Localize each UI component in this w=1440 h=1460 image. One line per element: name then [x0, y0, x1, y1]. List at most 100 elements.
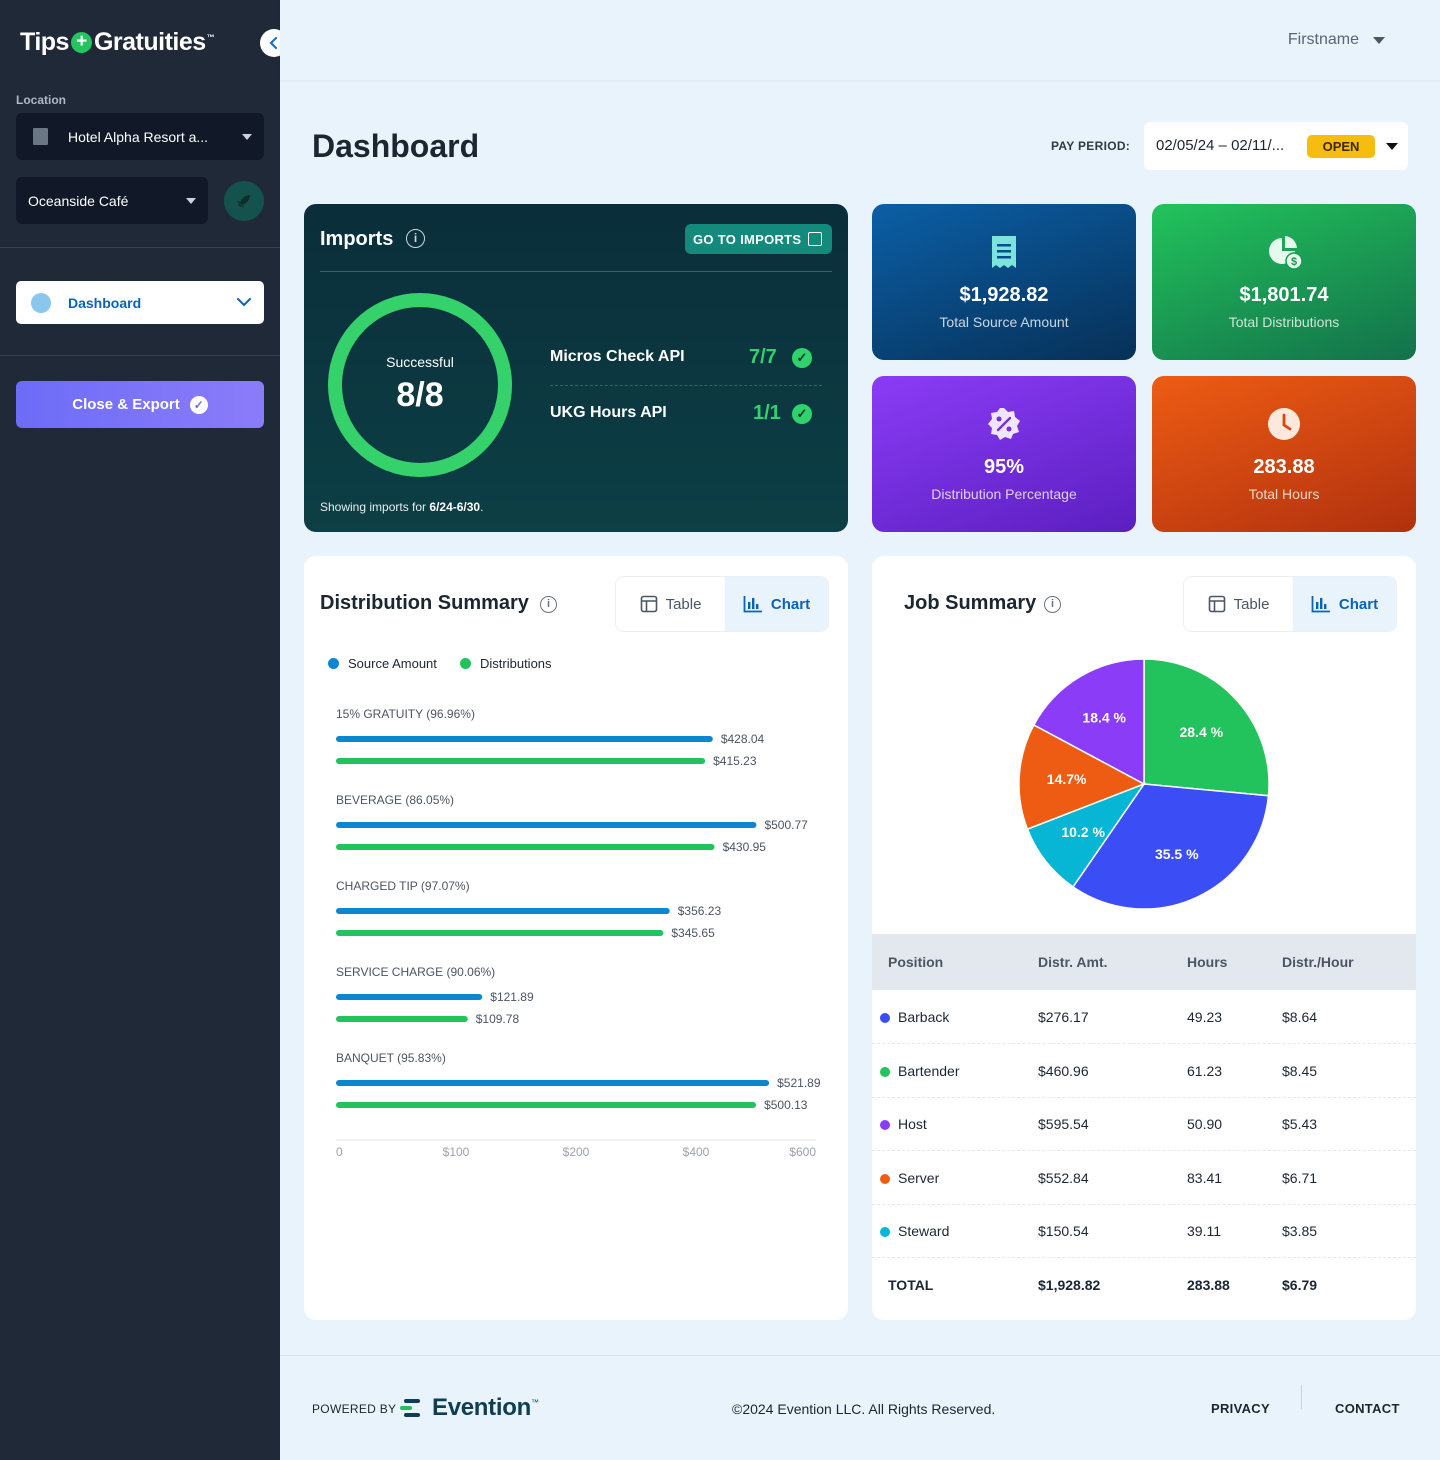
- pie-slice: [1143, 658, 1270, 797]
- outlet-select[interactable]: Oceanside Café: [16, 177, 208, 224]
- tab-table[interactable]: Table: [616, 577, 725, 631]
- pie-slice-label: 10.2 %: [1061, 824, 1105, 840]
- cell-rate: $8.45: [1282, 1062, 1318, 1079]
- building-icon: [33, 128, 48, 145]
- tab-chart-label: Chart: [770, 595, 811, 613]
- caret-down-icon: [1386, 143, 1398, 150]
- tab-table-label: Table: [665, 595, 702, 613]
- table-total-row: TOTAL $1,928.82 283.88 $6.79: [872, 1258, 1416, 1312]
- chevron-left-icon: [269, 36, 278, 50]
- evention-logo[interactable]: Evention ™: [400, 1394, 539, 1422]
- cell-amount: $150.54: [1038, 1223, 1089, 1240]
- legend-dist-label: Distributions: [480, 656, 552, 671]
- stat-card-percentage: 95% Distribution Percentage: [872, 376, 1136, 532]
- tab-table[interactable]: Table: [1184, 577, 1293, 631]
- tab-chart-label: Chart: [1338, 595, 1379, 613]
- imports-footer-range: 6/24-6/30: [429, 500, 481, 514]
- sidebar-item-dashboard[interactable]: Dashboard: [16, 281, 264, 324]
- launch-button[interactable]: [224, 181, 264, 221]
- pay-period-label: PAY PERIOD:: [1051, 139, 1131, 153]
- hotel-select-value: Hotel Alpha Resort a...: [68, 128, 209, 145]
- plus-icon: +: [70, 31, 92, 53]
- table-row: Bartender $460.96 61.23 $8.45: [872, 1044, 1416, 1098]
- pie-slice-label: 18.4 %: [1082, 709, 1126, 725]
- stat-value: 283.88: [1253, 456, 1315, 478]
- x-tick-label: $100: [443, 1145, 470, 1159]
- stat-label: Total Distributions: [1228, 314, 1340, 330]
- app-logo[interactable]: Tips + Gratuities ™: [20, 27, 215, 57]
- imports-progress-ring: [328, 293, 512, 477]
- job-pie-chart: 28.4 % 35.5 % 10.2 % 14.7% 18.4 %: [1018, 658, 1270, 910]
- bar-source: [336, 908, 670, 914]
- topbar: Firstname: [280, 0, 1440, 80]
- bar-value-label: $521.89: [777, 1076, 821, 1090]
- pay-period-value: 02/05/24 – 02/11/...: [1156, 137, 1285, 154]
- chevron-down-icon: [237, 298, 251, 307]
- privacy-link[interactable]: PRIVACY: [1211, 1401, 1270, 1416]
- info-icon[interactable]: i: [540, 596, 557, 613]
- cell-rate: $6.71: [1282, 1169, 1318, 1186]
- stat-card-hours: 283.88 Total Hours: [1152, 376, 1416, 532]
- user-menu[interactable]: Firstname: [1287, 31, 1359, 48]
- api-count-micros: 7/7: [749, 346, 777, 368]
- cell-hours: 50.90: [1187, 1116, 1223, 1133]
- divider: [320, 271, 832, 272]
- imports-title: Imports: [320, 228, 394, 250]
- pie-slice: [1032, 658, 1145, 786]
- table-row: Server $552.84 83.41 $6.71: [872, 1151, 1416, 1205]
- api-count-ukg: 1/1: [753, 402, 781, 424]
- bar-source: [336, 736, 713, 742]
- pie-slice-label: 14.7%: [1047, 771, 1087, 787]
- legend-distributions: Distributions: [460, 656, 552, 671]
- outlet-select-value: Oceanside Café: [28, 192, 129, 209]
- contact-link[interactable]: CONTACT: [1335, 1401, 1400, 1416]
- legend-dot: [460, 658, 471, 669]
- cell-amount: $276.17: [1038, 1009, 1089, 1025]
- pay-period-select[interactable]: 02/05/24 – 02/11/... OPEN: [1144, 122, 1408, 170]
- view-toggle: Table Chart: [615, 576, 829, 632]
- legend-source-label: Source Amount: [348, 656, 437, 671]
- stat-value: $1,801.74: [1239, 284, 1329, 306]
- logo-trademark: ™: [206, 33, 215, 42]
- category-label: SERVICE CHARGE (90.06%): [336, 965, 495, 979]
- receipt-icon: [992, 236, 1016, 268]
- pie-slice-label: 28.4 %: [1180, 724, 1224, 740]
- api-name-micros: Micros Check API: [550, 348, 685, 365]
- cell-rate: $8.64: [1282, 1009, 1318, 1025]
- caret-down-icon: [242, 133, 252, 140]
- legend-dot: [328, 658, 339, 669]
- close-export-button[interactable]: Close & Export ✓: [16, 381, 264, 428]
- tab-table-label: Table: [1233, 595, 1270, 613]
- caret-down-icon: [186, 197, 196, 204]
- info-icon[interactable]: i: [406, 229, 425, 248]
- stat-card-distributions: $ $1,801.74 Total Distributions: [1152, 204, 1416, 360]
- info-icon[interactable]: i: [1044, 596, 1061, 613]
- logo-text-right: Gratuities: [93, 27, 206, 56]
- distribution-summary-panel: Distribution Summary i Table Chart Sourc…: [304, 556, 848, 1320]
- bar-source: [336, 1080, 770, 1086]
- tab-chart[interactable]: Chart: [1293, 577, 1396, 631]
- column-header: Distr. Amt.: [1038, 954, 1108, 970]
- divider: [550, 385, 822, 386]
- pie-dollar-icon: $: [1269, 236, 1302, 270]
- category-label: CHARGED TIP (97.07%): [336, 879, 470, 893]
- bar-distribution: [336, 844, 715, 850]
- pie-slice: [1071, 783, 1270, 910]
- check-circle-icon: ✓: [792, 404, 812, 424]
- bar-chart-icon: [743, 596, 762, 613]
- caret-down-icon[interactable]: [1373, 37, 1385, 44]
- position-color-dot: [880, 1066, 890, 1077]
- gauge-icon: [31, 293, 51, 313]
- cell-amount: $552.84: [1038, 1169, 1089, 1186]
- status-badge: OPEN: [1307, 135, 1375, 158]
- bar-value-label: $500.13: [764, 1098, 808, 1112]
- tab-chart[interactable]: Chart: [725, 577, 828, 631]
- go-to-imports-button[interactable]: GO TO IMPORTS: [685, 224, 832, 254]
- hotel-select[interactable]: Hotel Alpha Resort a...: [16, 113, 264, 160]
- x-tick-label: $200: [563, 1145, 590, 1159]
- evention-mark-icon: [400, 1399, 420, 1417]
- table-row: Host $595.54 50.90 $5.43: [872, 1097, 1416, 1152]
- cell-position: Barback: [898, 1009, 950, 1025]
- column-header: Hours: [1187, 954, 1228, 970]
- x-tick-label: $400: [683, 1145, 710, 1159]
